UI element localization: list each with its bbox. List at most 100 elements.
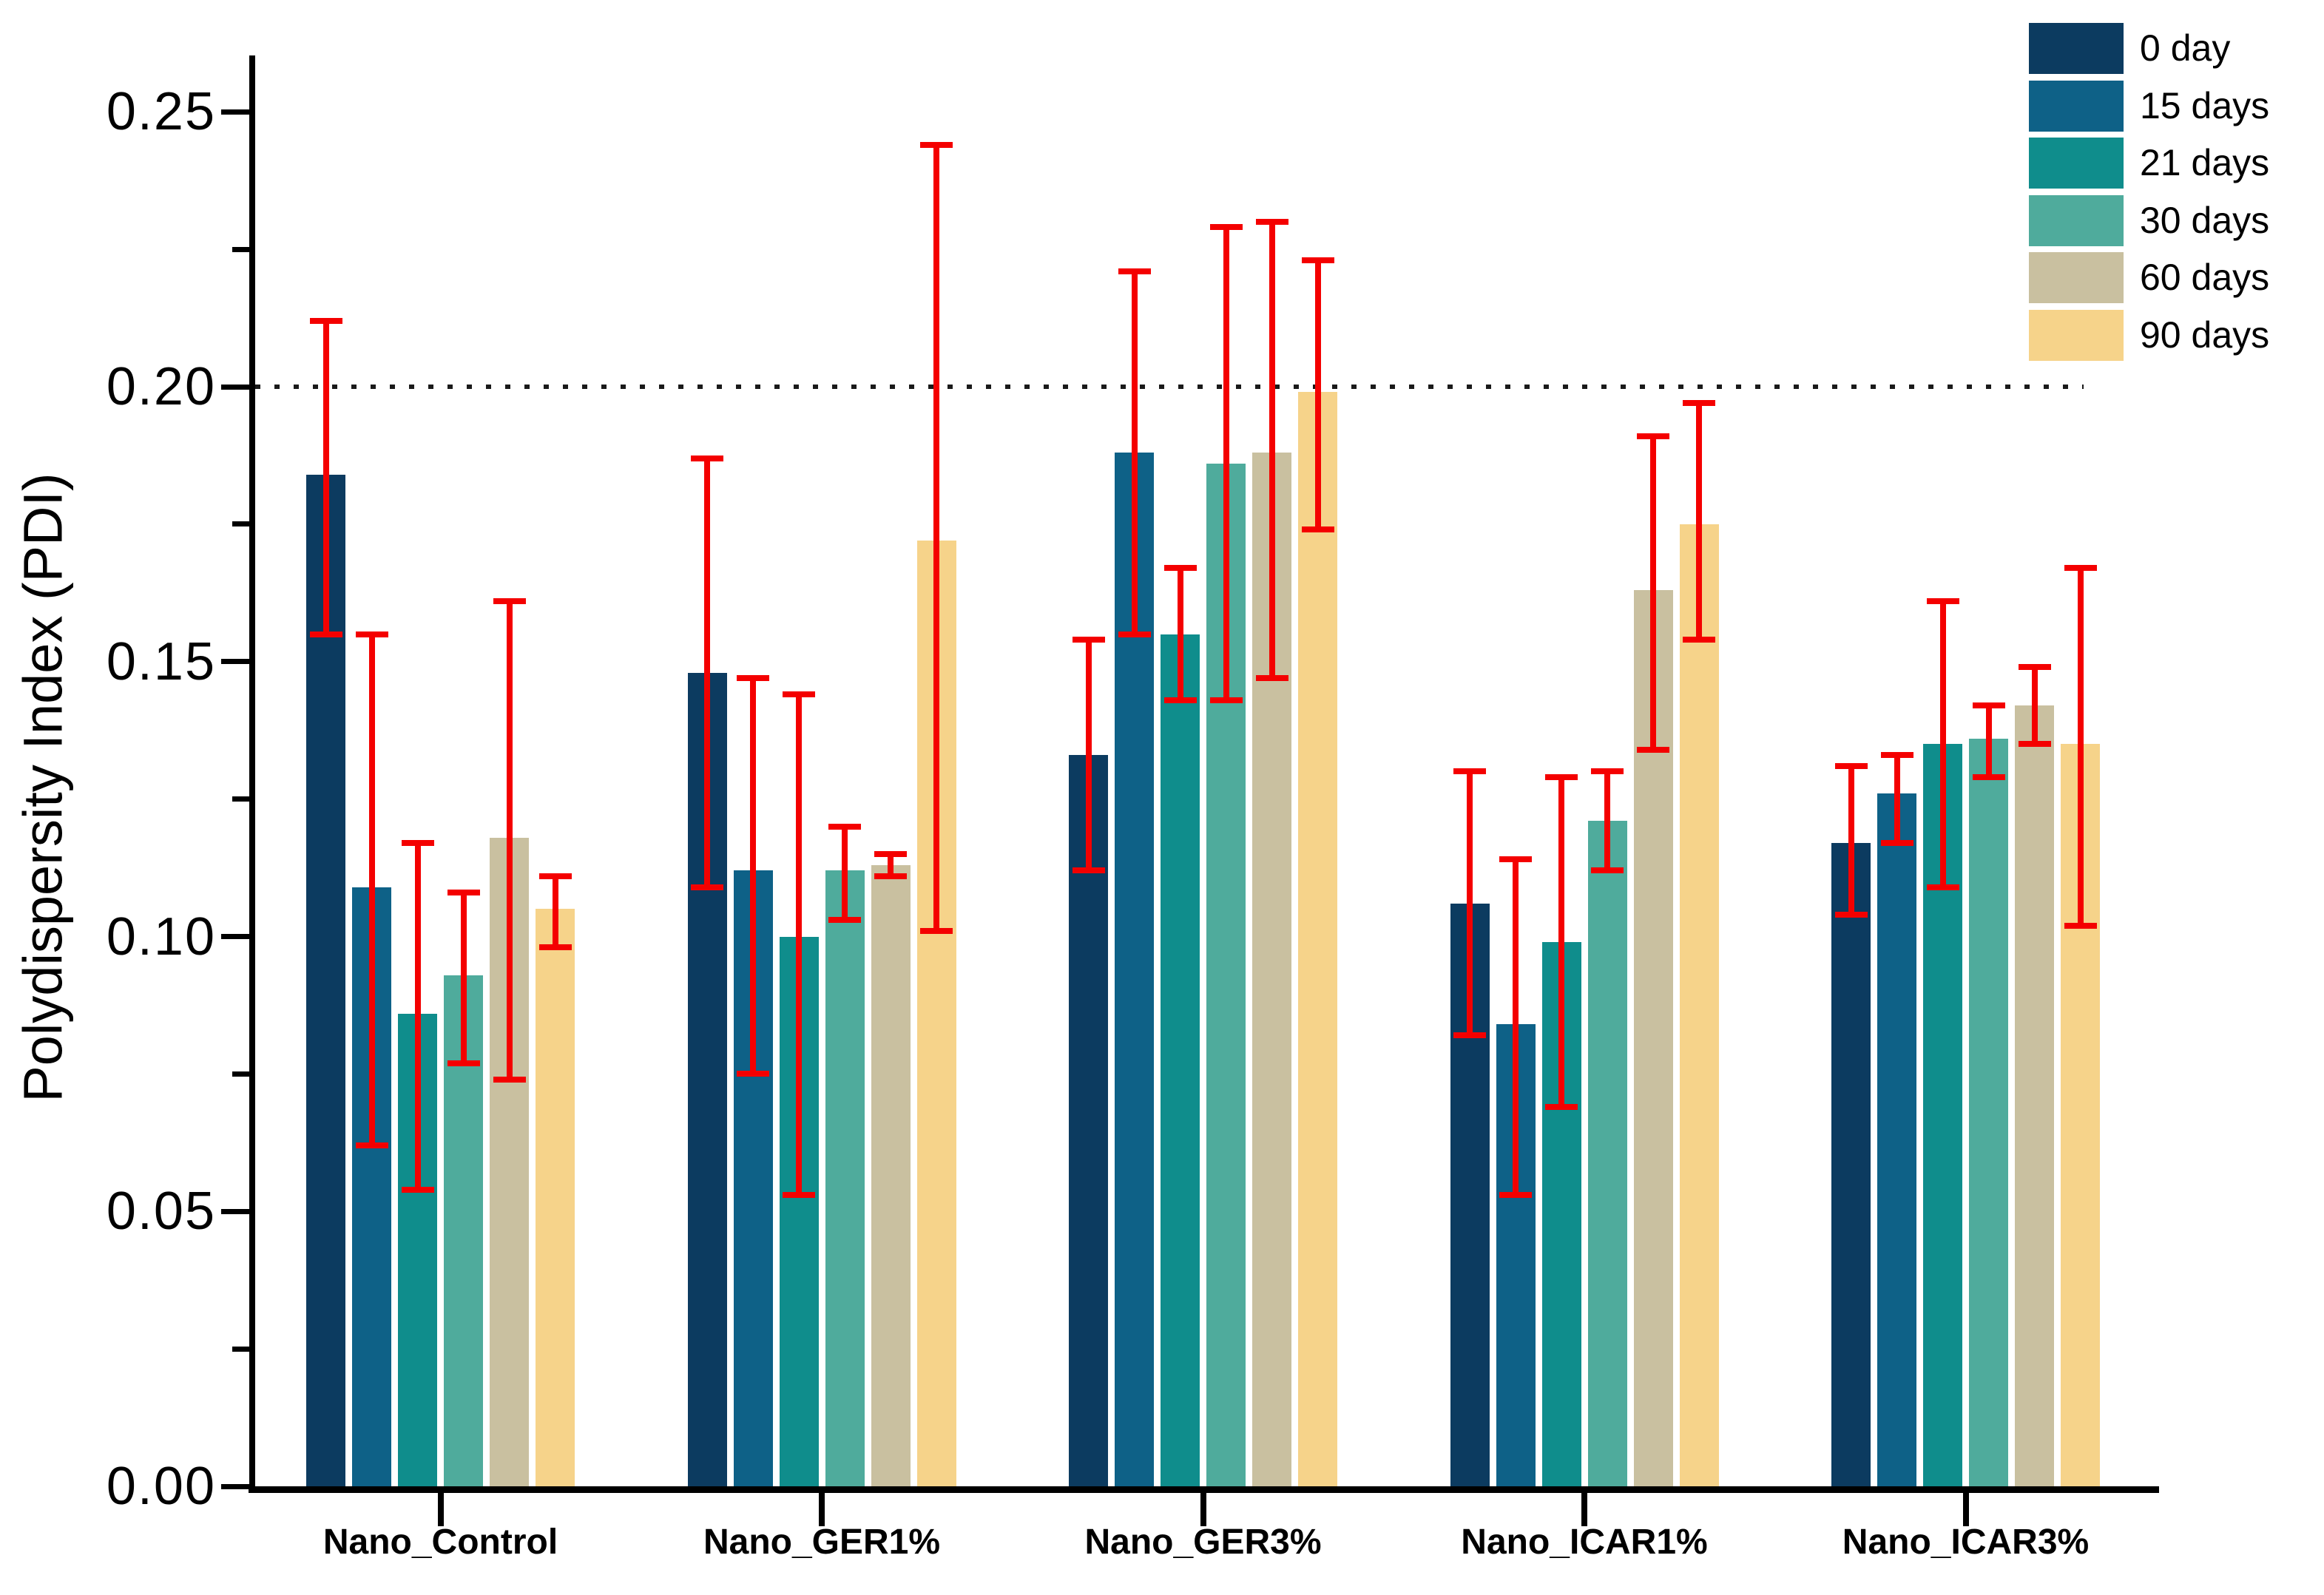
error-bar-line: [322, 320, 329, 634]
error-bar-cap-top: [2064, 565, 2097, 572]
bar-nano-ger3--21-days: [1161, 634, 1200, 1486]
y-major-tick: [221, 1208, 249, 1214]
error-bar-line: [1513, 859, 1519, 1195]
error-bar-line: [1131, 271, 1138, 634]
bar-nano-icar3--30-days: [1969, 738, 2008, 1486]
error-bar-cap-top: [493, 597, 526, 604]
y-tick-label: 0.10: [106, 907, 216, 966]
error-bar-cap-top: [1637, 433, 1669, 439]
error-bar-line: [750, 678, 756, 1074]
error-bar-cap-top: [355, 631, 388, 637]
bar-nano-ger1--30-days: [825, 870, 865, 1486]
error-bar-cap-bottom: [1209, 697, 1243, 703]
error-bar-cap-bottom: [538, 944, 572, 951]
error-bar-cap-top: [1880, 752, 1913, 759]
error-bar-line: [933, 144, 939, 932]
error-bar-cap-top: [1301, 257, 1334, 263]
error-bar-line: [842, 826, 848, 921]
legend-label-90-days: 90 days: [2140, 314, 2270, 356]
y-minor-tick: [232, 796, 249, 802]
x-category-label: Nano_GER3%: [1084, 1523, 1322, 1562]
legend-label-15-days: 15 days: [2140, 84, 2270, 126]
error-bar-cap-top: [1545, 773, 1578, 780]
bar-nano-control-0-day: [306, 474, 345, 1486]
error-bar-cap-top: [691, 455, 723, 461]
error-bar-cap-bottom: [493, 1076, 526, 1083]
y-minor-tick: [232, 1071, 249, 1077]
error-bar-cap-bottom: [309, 631, 342, 637]
error-bar-line: [1467, 771, 1473, 1036]
error-bar-cap-bottom: [1163, 697, 1197, 703]
y-tick-label: 0.05: [106, 1182, 216, 1242]
error-bar-cap-top: [920, 141, 953, 148]
error-bar-cap-top: [783, 691, 815, 698]
error-bar-line: [1558, 776, 1564, 1107]
error-bar-line: [506, 600, 513, 1080]
x-tick: [1581, 1493, 1587, 1526]
x-axis-line: [249, 1486, 2159, 1493]
error-bar-cap-top: [828, 823, 861, 830]
y-axis-title: Polydispersity Index (PDI): [12, 473, 74, 1103]
error-bar-cap-top: [1834, 763, 1868, 769]
error-bar-line: [1650, 436, 1656, 750]
error-bar-cap-bottom: [401, 1186, 434, 1193]
error-bar-cap-bottom: [1926, 884, 1959, 890]
error-bar-cap-top: [1163, 565, 1197, 572]
error-bar-cap-top: [538, 873, 572, 879]
x-category-label: Nano_ICAR3%: [1842, 1523, 2090, 1562]
legend-swatch-60-days: [2029, 252, 2124, 303]
error-bar-cap-top: [447, 890, 480, 896]
error-bar-cap-bottom: [1255, 675, 1288, 682]
error-bar-cap-top: [1453, 768, 1486, 775]
legend-label-60-days: 60 days: [2140, 257, 2270, 298]
x-tick: [1200, 1493, 1206, 1526]
error-bar-cap-top: [401, 840, 434, 847]
error-bar-cap-bottom: [1834, 911, 1868, 918]
legend-label-0-day: 0 day: [2140, 27, 2231, 69]
reference-line-0-20: [255, 385, 2084, 389]
error-bar-line: [1269, 221, 1275, 679]
error-bar-cap-top: [1209, 224, 1243, 231]
error-bar-cap-bottom: [1545, 1103, 1578, 1110]
error-bar-line: [368, 634, 375, 1146]
error-bar-line: [704, 458, 710, 887]
y-minor-tick: [232, 521, 249, 527]
error-bar-cap-bottom: [2018, 741, 2051, 748]
error-bar-cap-bottom: [1637, 746, 1669, 753]
legend-label-30-days: 30 days: [2140, 199, 2270, 241]
legend-swatch-90-days: [2029, 309, 2124, 361]
bar-nano-ger3--0-day: [1069, 755, 1108, 1486]
bar-nano-icar3--0-day: [1831, 843, 1871, 1486]
legend-swatch-0-day: [2029, 23, 2124, 74]
x-category-label: Nano_ICAR1%: [1461, 1523, 1708, 1562]
error-bar-cap-bottom: [737, 1071, 769, 1077]
error-bar-line: [1939, 600, 1946, 887]
error-bar-line: [1894, 755, 1900, 844]
x-category-label: Nano_Control: [322, 1523, 558, 1562]
legend-label-21-days: 21 days: [2140, 142, 2270, 183]
error-bar-cap-top: [1591, 768, 1624, 775]
error-bar-cap-bottom: [874, 873, 907, 879]
error-bar-cap-top: [1118, 268, 1151, 274]
error-bar-line: [1177, 568, 1183, 700]
bar-nano-icar1--90-days: [1679, 524, 1719, 1486]
error-bar-cap-bottom: [447, 1060, 480, 1066]
y-minor-tick: [232, 246, 249, 252]
x-tick: [437, 1493, 444, 1526]
legend-swatch-30-days: [2029, 194, 2124, 246]
y-major-tick: [221, 1483, 249, 1489]
error-bar-line: [1696, 403, 1702, 640]
y-tick-label: 0.25: [106, 82, 216, 142]
y-major-tick: [221, 934, 249, 939]
error-bar-cap-bottom: [1683, 637, 1715, 643]
error-bar-cap-bottom: [691, 884, 723, 890]
x-tick: [819, 1493, 825, 1526]
error-bar-line: [552, 876, 558, 948]
error-bar-cap-top: [1255, 218, 1288, 225]
error-bar-cap-top: [1683, 400, 1715, 407]
error-bar-cap-top: [1072, 637, 1105, 643]
error-bar-line: [888, 853, 894, 876]
error-bar-cap-top: [874, 850, 907, 857]
error-bar-cap-bottom: [355, 1142, 388, 1149]
